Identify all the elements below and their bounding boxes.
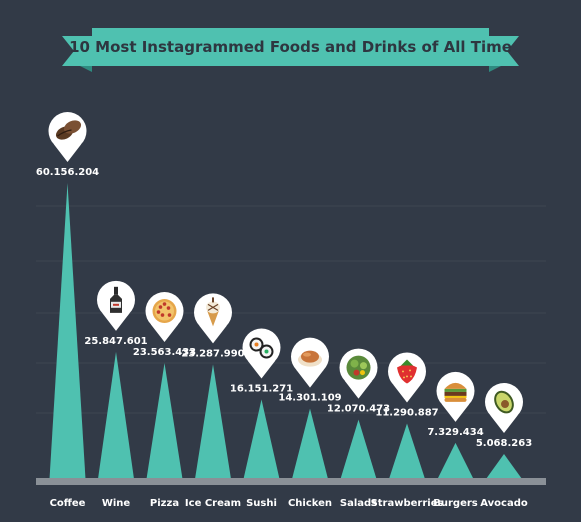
ice-cream-cone-icon-part (207, 310, 219, 327)
strawberry-icon-part (397, 364, 417, 384)
salad-bowl-icon-part (360, 362, 367, 370)
wine-bottle-icon-part (113, 303, 119, 306)
ice-cream-cone-icon-part (207, 303, 219, 311)
pin-marker-pizza (145, 292, 184, 343)
burger-icon-part (444, 388, 467, 392)
ice-cream-cone-icon-part (212, 297, 214, 303)
sushi-roll-icon-part (264, 349, 269, 354)
strawberry-icon-part (403, 376, 405, 379)
strawberry-icon-part (401, 359, 413, 366)
value-label-avocado: 5.068.263 (476, 438, 532, 449)
avocado-icon (494, 390, 514, 414)
bar-pizza (146, 363, 183, 479)
bar-avocado (486, 454, 522, 479)
pin-marker-coffee (48, 112, 87, 162)
category-label-wine: Wine (102, 498, 131, 509)
pin-marker-strawberries (388, 352, 426, 403)
pin-marker-salads (339, 348, 378, 399)
value-label-coffee: 60.156.204 (36, 167, 99, 178)
pin-marker-avocado (485, 383, 523, 434)
bar-chicken (292, 408, 328, 479)
bar-salads (340, 419, 377, 479)
value-label-ice-cream: 23.287.990 (181, 348, 244, 359)
pizza-icon-part (158, 305, 163, 309)
category-label-ice-cream: Ice Cream (185, 498, 241, 509)
category-label-avocado: Avocado (480, 498, 528, 509)
strawberry-icon-part (409, 369, 411, 372)
banner-body (92, 28, 489, 66)
coffee-beans-icon (55, 120, 82, 140)
wine-bottle-icon-part (114, 286, 118, 295)
salad-bowl-icon-part (346, 355, 371, 380)
category-label-pizza: Pizza (150, 498, 179, 509)
wine-bottle-icon (110, 286, 122, 313)
sushi-roll-icon-part (254, 342, 259, 347)
sushi-roll-icon (249, 337, 274, 359)
burger-icon-part (444, 391, 467, 396)
burger-icon-part (444, 395, 467, 398)
title-banner: 10 Most Instagrammed Foods and Drinks of… (62, 28, 519, 72)
pizza-icon-part (166, 306, 171, 310)
pin-marker-sushi (242, 328, 281, 379)
burger-icon (444, 382, 467, 402)
coffee-beans-icon-part (57, 129, 72, 137)
category-labels: Coffee Wine Pizza Ice Cream Sushi Chicken Sala… (50, 498, 528, 509)
bar-wine (98, 351, 134, 479)
category-label-coffee: Coffee (50, 498, 86, 509)
chart-title: 10 Most Instagrammed Foods and Drinks of… (69, 38, 512, 56)
pizza-icon (152, 299, 177, 324)
bar-strawberries (389, 423, 425, 479)
bars (49, 183, 522, 479)
bar-burgers (437, 442, 474, 479)
salad-bowl-icon (346, 355, 371, 380)
value-label-pizza: 23.563.433 (133, 347, 196, 358)
category-label-sushi: Sushi (246, 498, 277, 509)
burger-icon-part (444, 382, 467, 389)
roast-chicken-icon-part (303, 352, 311, 357)
roast-chicken-icon-part (301, 350, 319, 363)
pizza-icon-part (156, 310, 161, 314)
pizza-icon-part (167, 313, 172, 317)
salad-bowl-icon-part (350, 359, 359, 368)
pizza-icon-part (160, 313, 165, 317)
strawberry-icon-part (410, 375, 412, 378)
bar-sushi (243, 399, 280, 479)
burger-icon-part (444, 397, 467, 402)
banner-tail-left (62, 36, 92, 66)
value-label-chicken: 14.301.109 (278, 393, 341, 404)
value-labels: 60.156.204 25.847.60123.563.43323.287.990… (36, 167, 532, 449)
category-label-burgers: Burgers (433, 498, 478, 509)
banner-fold-left (80, 66, 92, 72)
strawberry-icon (397, 359, 417, 384)
bar-coffee (49, 183, 86, 479)
pin-marker-chicken (291, 337, 329, 388)
value-label-sushi: 16.151.271 (230, 384, 293, 395)
bar-ice-cream (195, 364, 231, 479)
category-label-strawberries: Strawberries (371, 498, 444, 509)
avocado-icon-part (501, 400, 509, 409)
strawberry-icon-part (406, 375, 408, 378)
category-label-salads: Salads (340, 498, 377, 509)
category-label-chicken: Chicken (288, 498, 332, 509)
pizza-icon-part (162, 302, 167, 306)
value-label-salads: 12.070.473 (327, 404, 390, 415)
salad-bowl-icon-part (353, 369, 360, 376)
strawberry-icon-part (402, 370, 404, 373)
value-label-strawberries: 11.290.887 (375, 407, 438, 418)
value-label-burgers: 7.329.434 (427, 427, 483, 438)
banner-tail-right (489, 36, 519, 66)
roast-chicken-icon (298, 350, 322, 367)
pin-marker-wine (97, 280, 135, 331)
ice-cream-cone-icon (206, 297, 220, 327)
icon-pins (48, 112, 523, 434)
baseline (36, 478, 546, 485)
salad-bowl-icon-part (360, 370, 365, 376)
value-label-wine: 25.847.601 (84, 336, 147, 347)
banner-fold-right (489, 66, 501, 72)
pin-marker-ice-cream (194, 293, 232, 344)
pin-marker-burgers (436, 371, 475, 422)
